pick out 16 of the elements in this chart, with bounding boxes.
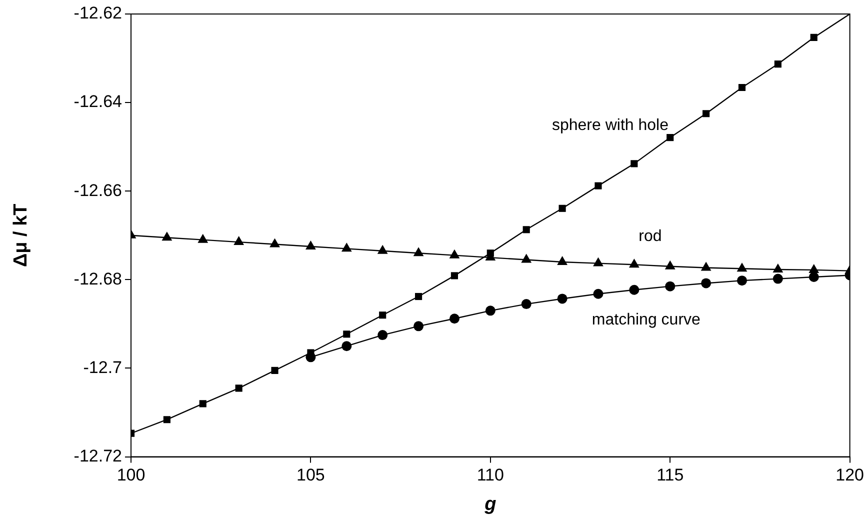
y-tick-label: -12.64 [74,92,122,112]
series-label: matching curve [592,311,701,328]
x-tick-label: 120 [836,466,864,485]
y-tick-label: -12.68 [74,269,122,288]
x-tick-label: 110 [476,466,504,485]
x-axis-title: g [484,494,497,515]
x-tick-label: 100 [116,466,146,485]
y-tick-label: -12.66 [74,180,122,200]
y-tick-label: -12.72 [74,446,122,466]
x-tick-label: 115 [656,466,684,485]
series-label: rod [638,228,662,246]
y-tick-label: -12.62 [74,4,122,23]
x-tick-label: 105 [296,466,325,485]
y-axis-title: Δμ / kT [10,203,32,268]
series-label: sphere with hole [552,117,669,134]
y-tick-label: -12.7 [83,358,122,377]
